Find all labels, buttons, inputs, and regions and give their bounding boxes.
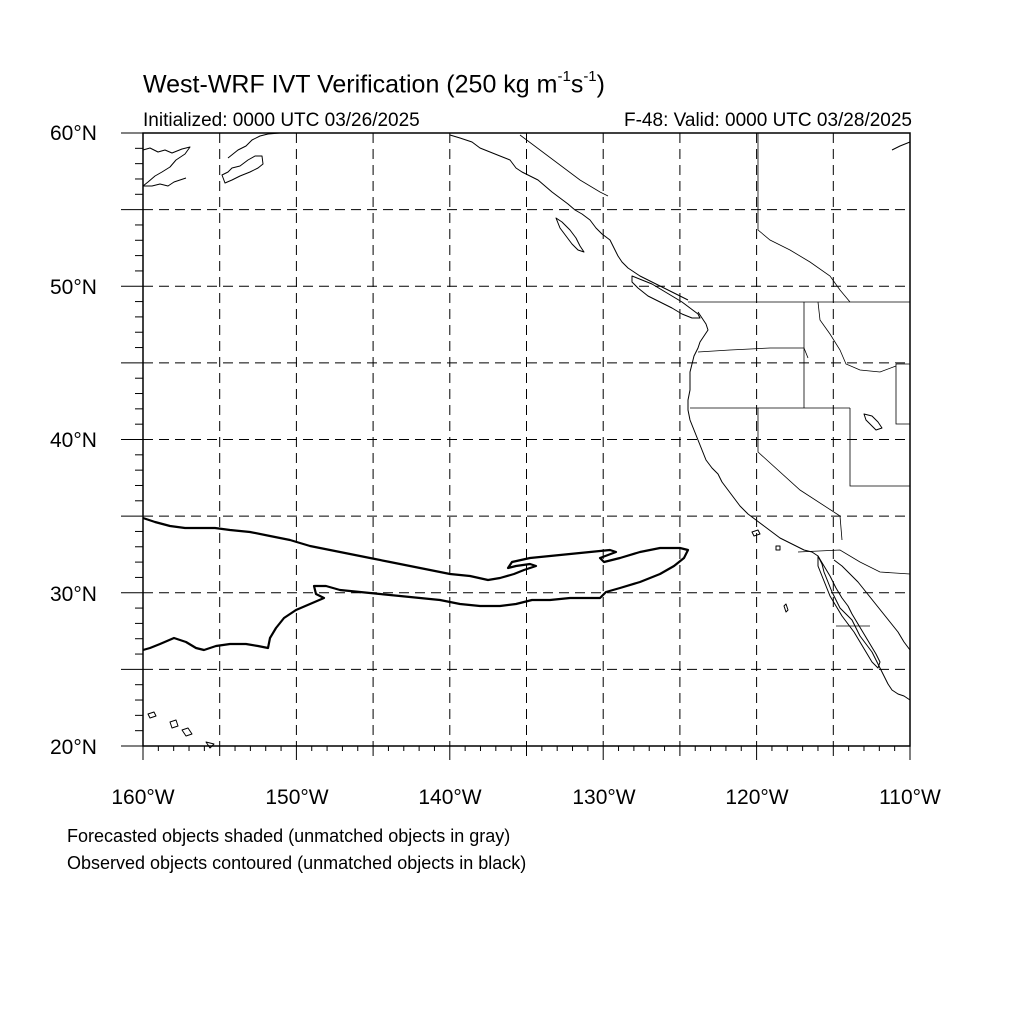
hawaii-islands [147, 711, 215, 749]
wa-or-border [697, 347, 809, 359]
alaska-coastline-2 [143, 177, 187, 187]
channel-islands [751, 529, 789, 613]
mexico-coastline [833, 559, 911, 651]
grid-lines [143, 133, 910, 746]
forecast-legend-note: Forecasted objects shaded (unmatched obj… [67, 826, 511, 846]
haida-gwaii [555, 217, 585, 253]
observed-objects [142, 516, 690, 652]
lat-label-40: 40°N [50, 429, 97, 452]
valid-time: F-48: Valid: 0000 UTC 03/28/2025 [624, 110, 912, 131]
title-unit-s: s [570, 70, 584, 99]
title-text: West-WRF IVT Verification (250 kg m [143, 70, 558, 99]
title-close-paren: ) [596, 70, 605, 99]
coastlines [142, 132, 911, 749]
lat-label-20: 20°N [50, 736, 97, 759]
bc-alberta-border [757, 133, 851, 303]
baja-california [817, 555, 881, 669]
map-title: West-WRF IVT Verification (250 kg m-1s-1… [143, 68, 605, 99]
lat-label-50: 50°N [50, 276, 97, 299]
alaska-bc-border [519, 134, 609, 197]
lon-label-110w: 110°W [879, 786, 941, 809]
kodiak-island [221, 155, 264, 184]
lon-label-120w: 120°W [725, 786, 789, 809]
title-exponent-1: -1 [557, 68, 571, 85]
id-wy-border [895, 363, 910, 425]
north-coastline [891, 141, 911, 151]
nv-ut-border [849, 408, 910, 487]
political-borders [519, 133, 911, 627]
lat-label-60: 60°N [50, 122, 97, 145]
axis-ticks [121, 132, 911, 760]
observed-legend-note: Observed objects contoured (unmatched ob… [67, 853, 527, 873]
lon-label-140w: 140°W [418, 786, 482, 809]
ca-nv-border [757, 408, 843, 541]
bc-coastline [449, 134, 689, 301]
lon-label-150w: 150°W [265, 786, 329, 809]
id-mt-border [817, 301, 897, 373]
lon-label-130w: 130°W [572, 786, 636, 809]
us-mexico-border [797, 549, 911, 575]
initialized-time: Initialized: 0000 UTC 03/26/2025 [143, 110, 420, 131]
lon-label-160w: 160°W [111, 786, 175, 809]
map-frame [142, 132, 911, 747]
great-salt-lake [863, 413, 883, 431]
observed-ivt-object [142, 516, 690, 652]
title-exponent-2: -1 [583, 68, 597, 85]
vancouver-island [631, 275, 701, 319]
lat-label-30: 30°N [50, 583, 97, 606]
alaska-gulf-coast [227, 132, 281, 159]
alaska-coastline [142, 146, 191, 187]
us-west-coastline [687, 311, 911, 701]
